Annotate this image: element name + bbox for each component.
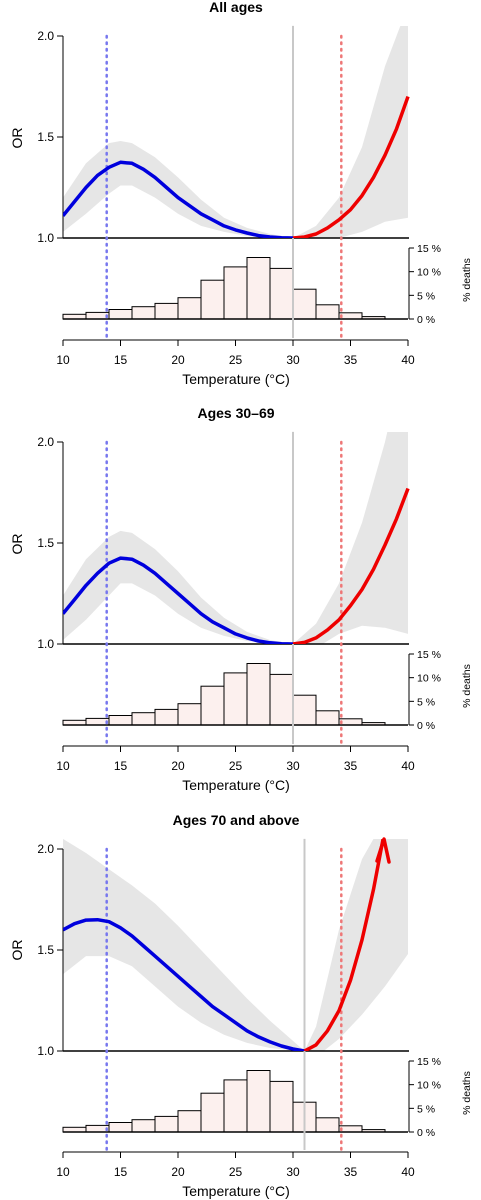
histogram-bar [223,672,248,726]
hist-tick-label: 0 % [417,314,435,326]
panel-ages-30-69: Ages 30–69 OR % deaths Temperature (°C) … [9,405,473,793]
histogram-bar [315,304,340,320]
x-axis-label: Temperature (°C) [182,371,290,387]
y-tick-label: 1.0 [37,1044,54,1058]
histogram-bar [269,1080,294,1133]
x-tick-label: 40 [401,1165,415,1179]
heat-curve [292,487,410,644]
hist-y-axis-label: % deaths [461,1071,473,1115]
hist-tick-label: 5 % [417,290,435,302]
heat-curve [303,839,385,1051]
confidence-band [63,432,408,644]
x-tick-label: 35 [344,1165,358,1179]
y-tick-label: 1.5 [37,536,54,550]
x-tick-label: 30 [286,353,300,367]
y-tick-label: 2.0 [37,435,54,449]
x-axis-label: Temperature (°C) [182,1183,290,1199]
histogram-bar [223,1079,248,1133]
y-axis-label: OR [9,534,25,555]
x-tick-label: 25 [229,353,243,367]
y-tick-label: 1.5 [37,130,54,144]
x-tick-label: 30 [286,759,300,773]
hist-tick-label: 5 % [417,696,435,708]
x-tick-label: 10 [56,759,70,773]
cold-curve [63,917,305,1051]
y-tick-label: 1.0 [37,637,54,651]
histogram-bar [292,288,317,320]
x-tick-label: 10 [56,1165,70,1179]
hist-y-axis-label: % deaths [461,664,473,708]
heat-curve [292,96,410,238]
histogram-bar [154,708,179,726]
x-tick-label: 35 [344,353,358,367]
histogram-bar [131,1119,156,1133]
y-axis-label: OR [9,940,25,961]
histogram-bar [177,1110,202,1133]
panel-title: Ages 30–69 [197,405,274,421]
y-tick-label: 2.0 [37,842,54,856]
histogram-bar [292,694,317,726]
y-tick-label: 1.0 [37,231,54,245]
x-tick-label: 40 [401,759,415,773]
histogram-bar [246,257,271,320]
x-tick-label: 15 [114,1165,128,1179]
panel-title: All ages [209,0,263,15]
x-tick-label: 20 [171,759,185,773]
x-tick-label: 15 [114,759,128,773]
histogram-bar [200,1092,225,1133]
x-tick-label: 30 [286,1165,300,1179]
x-tick-label: 25 [229,1165,243,1179]
histogram-bar [269,673,294,726]
hist-tick-label: 0 % [417,1127,435,1139]
histogram-bar [246,1070,271,1133]
histogram-bar [315,1117,340,1133]
confidence-band [63,26,408,238]
histogram-bar [131,306,156,320]
histogram-bar [200,279,225,320]
hist-tick-label: 10 % [417,267,441,279]
hist-tick-label: 5 % [417,1103,435,1115]
panel-all-ages: All ages OR % deaths Temperature (°C) 0 … [9,0,473,387]
hist-tick-label: 0 % [417,720,435,732]
histogram-bar [131,712,156,726]
histogram-bar [177,703,202,726]
panel-ages-70-above: Ages 70 and above OR % deaths Temperatur… [9,812,473,1199]
x-tick-label: 20 [171,1165,185,1179]
histogram-bar [223,266,248,320]
histogram-bar [108,309,133,320]
hist-tick-label: 10 % [417,673,441,685]
histogram-bar [269,267,294,320]
y-tick-label: 2.0 [37,29,54,43]
x-tick-label: 10 [56,353,70,367]
histogram-bar [108,715,133,726]
x-tick-label: 40 [401,353,415,367]
hist-tick-label: 15 % [417,1056,441,1068]
x-axis-label: Temperature (°C) [182,777,290,793]
histogram-bar [154,1115,179,1133]
x-tick-label: 20 [171,353,185,367]
histogram-bar [177,297,202,320]
histogram-bar [200,685,225,726]
histogram-bar [246,663,271,726]
histogram-bar [154,302,179,320]
x-tick-label: 35 [344,759,358,773]
y-axis-label: OR [9,128,25,149]
hist-tick-label: 10 % [417,1080,441,1092]
x-tick-label: 25 [229,759,243,773]
hist-tick-label: 15 % [417,649,441,661]
histogram-bar [108,1122,133,1133]
heat-curve-arrowhead [375,837,391,864]
hist-y-axis-label: % deaths [461,258,473,302]
panel-title: Ages 70 and above [173,812,300,828]
hist-tick-label: 15 % [417,243,441,255]
histogram-bar [315,710,340,726]
cold-curve [63,556,294,644]
cold-curve [63,160,294,238]
x-tick-label: 15 [114,353,128,367]
confidence-band [63,839,408,1051]
y-tick-label: 1.5 [37,943,54,957]
